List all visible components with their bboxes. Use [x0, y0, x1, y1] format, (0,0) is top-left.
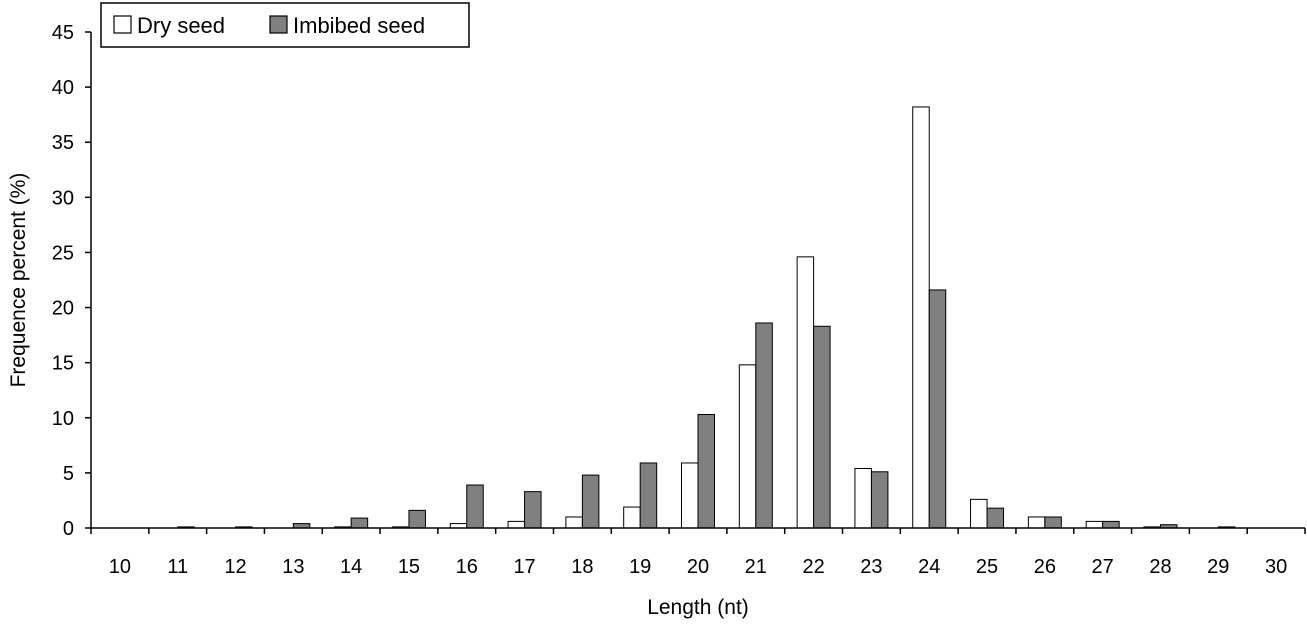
bar-dry-seed-23 [854, 467, 872, 529]
bar-imbibed-seed-27 [1102, 520, 1120, 529]
bar-dry-seed-22 [796, 256, 815, 529]
y-tick-label-35: 35 [52, 132, 74, 154]
y-tick-label-15: 15 [52, 353, 74, 375]
x-tick-label-24: 24 [918, 556, 940, 578]
bar-dry-seed-18 [565, 516, 583, 529]
bar-imbibed-seed-26 [1044, 516, 1062, 529]
x-tick-label-30: 30 [1265, 556, 1287, 578]
bar-dry-seed-17 [507, 520, 526, 529]
legend-swatch-imbibed-seed [269, 15, 288, 34]
bar-imbibed-seed-21 [755, 322, 773, 529]
legend-label-dry-seed: Dry seed [137, 13, 225, 38]
x-tick-label-17: 17 [513, 556, 535, 578]
x-tick-label-20: 20 [687, 556, 709, 578]
bar-dry-seed-25 [970, 498, 988, 529]
y-axis-title: Frequence percent (%) [7, 173, 30, 388]
x-tick-label-19: 19 [629, 556, 651, 578]
bar-imbibed-seed-15 [408, 509, 426, 529]
x-tick-label-23: 23 [860, 556, 882, 578]
x-tick-label-16: 16 [456, 556, 478, 578]
x-tick-label-13: 13 [282, 556, 304, 578]
legend-swatch-dry-seed [113, 15, 132, 34]
bar-dry-seed-27 [1085, 520, 1104, 529]
bar-imbibed-seed-22 [813, 325, 831, 529]
x-tick-label-12: 12 [224, 556, 246, 578]
x-tick-label-25: 25 [976, 556, 998, 578]
y-tick-label-45: 45 [52, 22, 74, 44]
x-tick-label-15: 15 [398, 556, 420, 578]
y-tick-label-10: 10 [52, 408, 74, 430]
bar-imbibed-seed-23 [870, 471, 889, 529]
x-tick-label-21: 21 [745, 556, 767, 578]
bar-dry-seed-21 [738, 364, 757, 529]
bars-group [177, 106, 1236, 529]
y-tick-label-30: 30 [52, 187, 74, 209]
x-tick-label-27: 27 [1092, 556, 1114, 578]
x-tick-label-18: 18 [571, 556, 593, 578]
x-tick-label-11: 11 [167, 556, 188, 578]
axes-group [90, 32, 1305, 529]
bar-dry-seed-26 [1027, 516, 1046, 529]
legend-label-imbibed-seed: Imbibed seed [293, 13, 425, 38]
y-tick-label-20: 20 [52, 298, 74, 320]
bar-imbibed-seed-24 [928, 289, 947, 529]
bar-imbibed-seed-14 [350, 517, 369, 529]
x-axis-title: Length (nt) [647, 596, 749, 619]
bar-imbibed-seed-19 [639, 462, 658, 529]
x-tick-label-14: 14 [340, 556, 362, 578]
bar-imbibed-seed-25 [986, 507, 1005, 529]
bar-dry-seed-24 [912, 106, 930, 529]
bar-imbibed-seed-16 [466, 484, 484, 529]
bar-dry-seed-19 [623, 506, 641, 529]
bar-imbibed-seed-18 [581, 474, 600, 529]
bar-imbibed-seed-20 [697, 413, 715, 529]
x-tick-label-28: 28 [1149, 556, 1171, 578]
x-tick-label-10: 10 [109, 556, 131, 578]
y-tick-label-25: 25 [52, 242, 74, 264]
bar-dry-seed-20 [681, 462, 699, 529]
y-ticks-group: 0 5 10 15 20 25 30 35 40 45 [52, 22, 91, 540]
y-tick-label-0: 0 [63, 518, 74, 540]
x-tick-label-22: 22 [802, 556, 824, 578]
x-tick-label-29: 29 [1207, 556, 1229, 578]
legend: Dry seed Imbibed seed [100, 2, 470, 48]
y-tick-label-5: 5 [63, 463, 74, 485]
y-tick-label-40: 40 [52, 77, 74, 99]
x-ticks-group: 10 11 12 13 14 15 16 17 18 19 20 21 22 23 24 25 26 27 28 29… [90, 528, 1306, 578]
bar-imbibed-seed-17 [524, 491, 542, 529]
x-tick-label-26: 26 [1034, 556, 1056, 578]
